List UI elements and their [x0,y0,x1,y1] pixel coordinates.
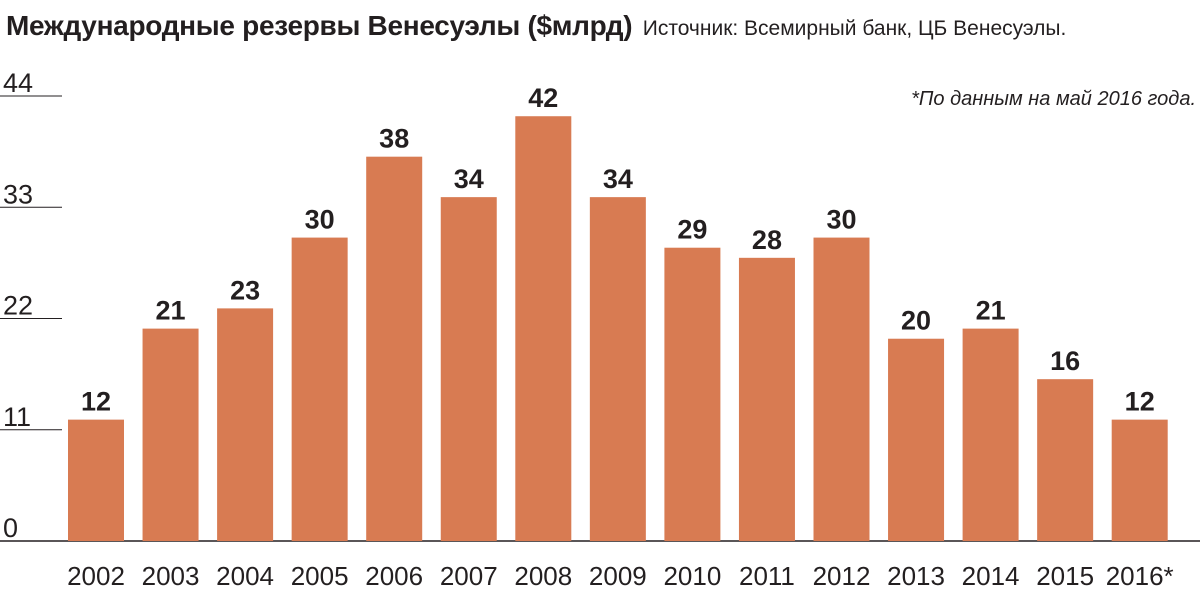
bar [962,328,1019,541]
data-label: 21 [976,296,1006,326]
bar [664,247,721,542]
chart-note: *По данным на май 2016 года. [911,88,1196,110]
data-label: 23 [230,275,260,305]
data-label: 29 [677,215,707,245]
data-label: 20 [901,306,931,336]
x-tick-label: 2015 [1036,561,1094,591]
y-tick-label: 11 [3,402,31,432]
x-tick-label: 2012 [813,561,871,591]
bar [589,197,646,542]
data-label: 34 [603,164,633,194]
bar [1111,419,1168,541]
x-tick-label: 2013 [887,561,945,591]
bar [291,237,348,541]
data-label: 28 [752,225,782,255]
data-label: 12 [81,387,111,417]
y-tick-label: 44 [3,68,33,98]
x-tick-label: 2009 [589,561,647,591]
x-tick-label: 2011 [739,561,795,591]
bar [366,156,423,541]
data-label: 42 [528,83,558,113]
x-tick-label: 2007 [440,561,498,591]
bar [217,308,274,541]
y-tick-label: 33 [3,179,33,209]
chart-title: Международные резервы Венесуэлы ($млрд) [6,10,633,41]
bar [440,197,497,542]
bar [813,237,870,541]
data-label: 30 [826,205,856,235]
bar [142,328,199,541]
bar [888,338,945,541]
data-label: 21 [156,296,186,326]
y-tick-label: 22 [3,291,33,321]
data-label: 34 [454,164,484,194]
data-label: 12 [1125,387,1155,417]
bar [1037,379,1094,541]
x-tick-label: 2002 [67,561,125,591]
x-tick-label: 2008 [514,561,572,591]
data-label: 30 [305,205,335,235]
x-tick-label: 2003 [142,561,200,591]
data-label: 16 [1050,346,1080,376]
data-label: 38 [379,124,409,154]
x-tick-label: 2004 [216,561,274,591]
chart-header: Международные резервы Венесуэлы ($млрд) … [6,10,1066,42]
chart-source: Источник: Всемирный банк, ЦБ Венесуэлы. [642,17,1067,40]
y-tick-label: 0 [3,513,18,543]
bar [515,116,572,542]
x-tick-label: 2016* [1106,561,1174,591]
x-tick-label: 2006 [365,561,423,591]
bar [738,257,795,541]
bar [68,419,124,541]
x-tick-label: 2014 [962,561,1020,591]
x-tick-label: 2005 [291,561,349,591]
x-tick-label: 2010 [663,561,721,591]
